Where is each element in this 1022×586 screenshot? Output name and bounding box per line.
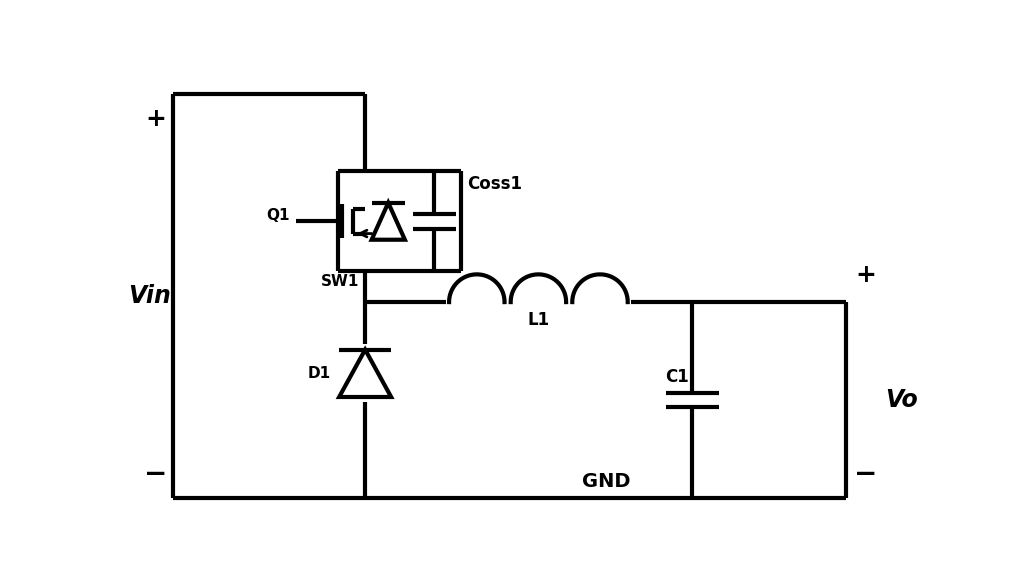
Text: C1: C1 bbox=[664, 368, 689, 386]
Text: Vin: Vin bbox=[128, 284, 171, 308]
Text: Coss1: Coss1 bbox=[468, 175, 522, 193]
Text: SW1: SW1 bbox=[321, 274, 359, 289]
Text: +: + bbox=[145, 107, 167, 131]
Text: D1: D1 bbox=[308, 366, 330, 381]
Text: Q1: Q1 bbox=[266, 207, 289, 223]
Text: −: − bbox=[144, 460, 168, 488]
Text: L1: L1 bbox=[527, 311, 550, 329]
Text: GND: GND bbox=[582, 472, 630, 490]
Text: Vo: Vo bbox=[885, 389, 918, 413]
Text: −: − bbox=[854, 460, 877, 488]
Text: +: + bbox=[855, 263, 876, 287]
